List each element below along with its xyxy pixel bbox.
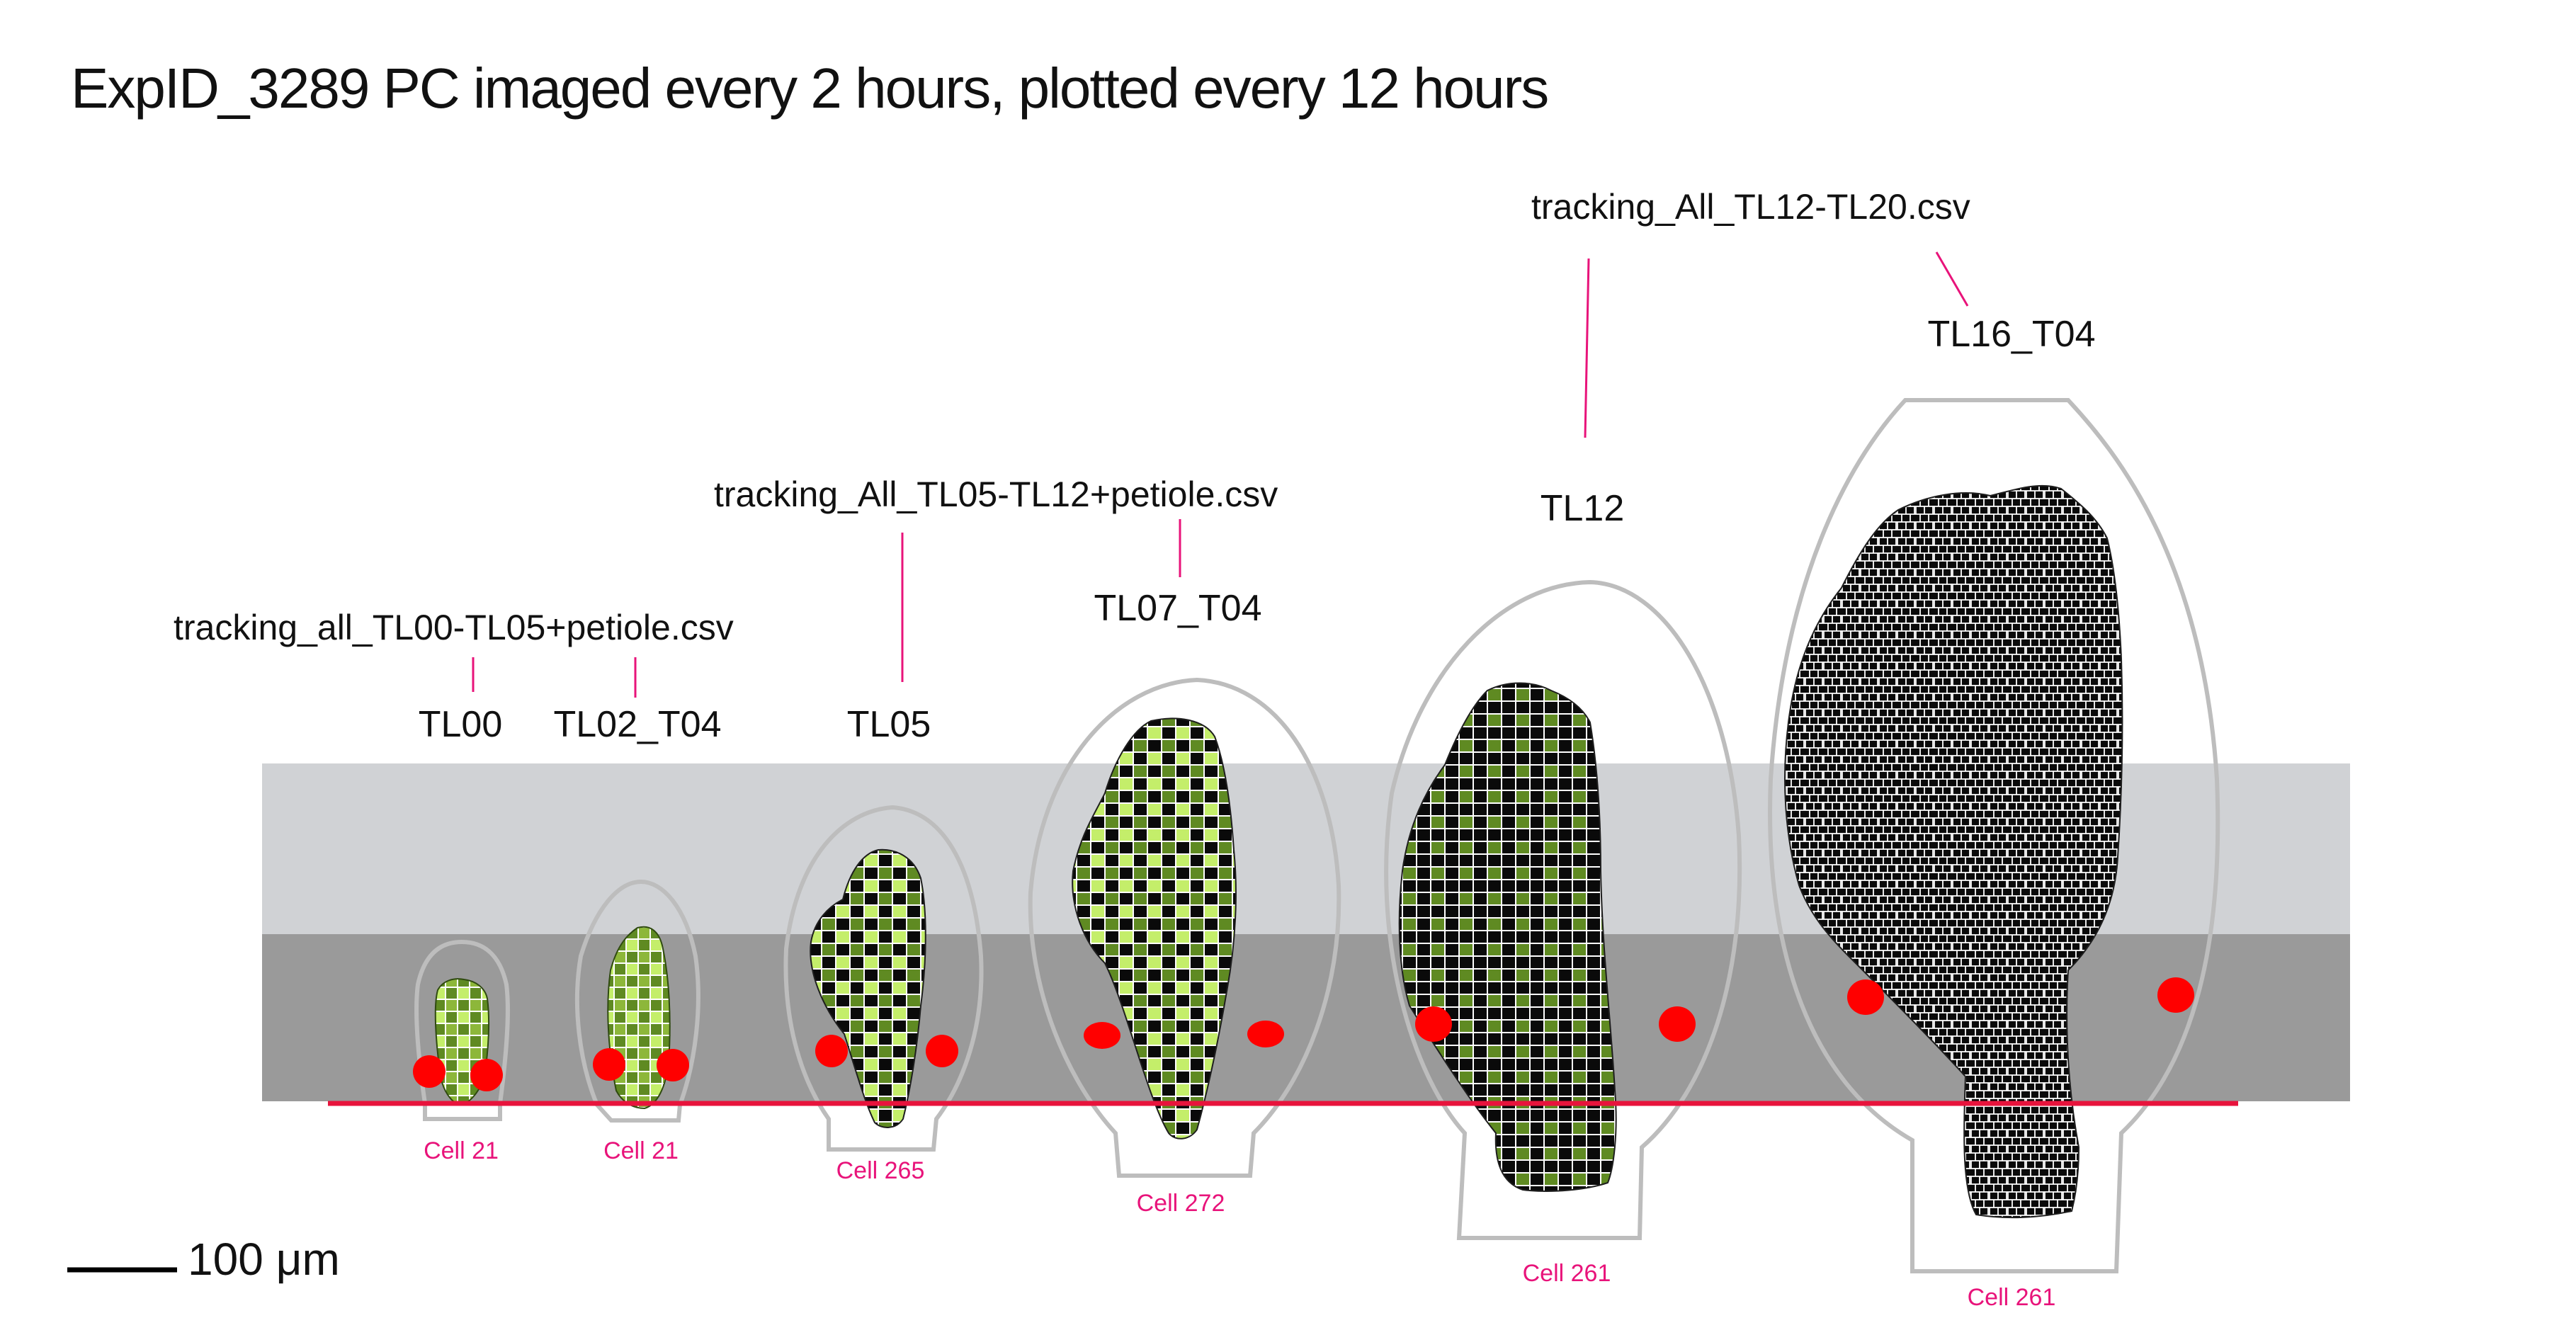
cell-label-tl07: Cell 272 [1137, 1190, 1225, 1217]
file-label-tl00-tl05: tracking_all_TL00-TL05+petiole.csv [174, 608, 734, 647]
leaf-outline-tl05 [783, 805, 984, 1152]
file-label-tl12-tl20: tracking_All_TL12-TL20.csv [1531, 187, 1970, 227]
marker-tl16-left [1847, 979, 1884, 1015]
stage-label-tl12: TL12 [1541, 488, 1625, 529]
marker-tl02-right [657, 1049, 689, 1081]
leaf-outline-tl12 [1384, 579, 1742, 1240]
leader-tl12 [1584, 258, 1590, 438]
tissue-tl02 [607, 926, 671, 1110]
stage-label-tl00: TL00 [419, 704, 503, 745]
marker-tl00-left [413, 1055, 446, 1088]
cell-label-tl02: Cell 21 [603, 1137, 679, 1164]
marker-tl07-right [1247, 1021, 1284, 1047]
tissue-tl05 [810, 848, 926, 1128]
stage-label-tl02: TL02_T04 [553, 704, 721, 745]
marker-tl05-right [926, 1035, 958, 1067]
stage-label-tl05: TL05 [847, 704, 931, 745]
tissue-tl07 [1072, 717, 1237, 1140]
leaf-outline-tl07 [1028, 677, 1341, 1178]
marker-tl05-left [815, 1035, 848, 1067]
file-label-tl05-tl12: tracking_All_TL05-TL12+petiole.csv [714, 475, 1278, 514]
leaf-outline-tl16 [1768, 398, 2220, 1273]
leaf-outline-tl00 [414, 939, 510, 1121]
leader-tl16 [1935, 251, 1969, 307]
stage-label-tl16: TL16_T04 [1927, 314, 2095, 355]
marker-tl00-right [470, 1059, 503, 1091]
leaf-outline-tl02 [574, 879, 700, 1123]
tissue-tl16 [1784, 484, 2123, 1219]
figure-title: ExpID_3289 PC imaged every 2 hours, plot… [71, 57, 1548, 120]
tissue-tl12 [1398, 682, 1617, 1192]
stage-label-tl07: TL07_T04 [1094, 588, 1261, 629]
marker-tl02-left [593, 1048, 625, 1081]
marker-tl16-right [2157, 977, 2194, 1013]
marker-tl12-left [1415, 1006, 1452, 1042]
cell-label-tl00: Cell 21 [424, 1137, 499, 1164]
marker-tl07-left [1084, 1022, 1120, 1049]
cell-label-tl05: Cell 265 [836, 1157, 925, 1184]
cell-label-tl16: Cell 261 [1968, 1284, 2056, 1311]
cell-label-tl12: Cell 261 [1523, 1260, 1611, 1287]
marker-tl12-right [1659, 1006, 1696, 1042]
scale-bar-label: 100 μm [188, 1234, 340, 1285]
